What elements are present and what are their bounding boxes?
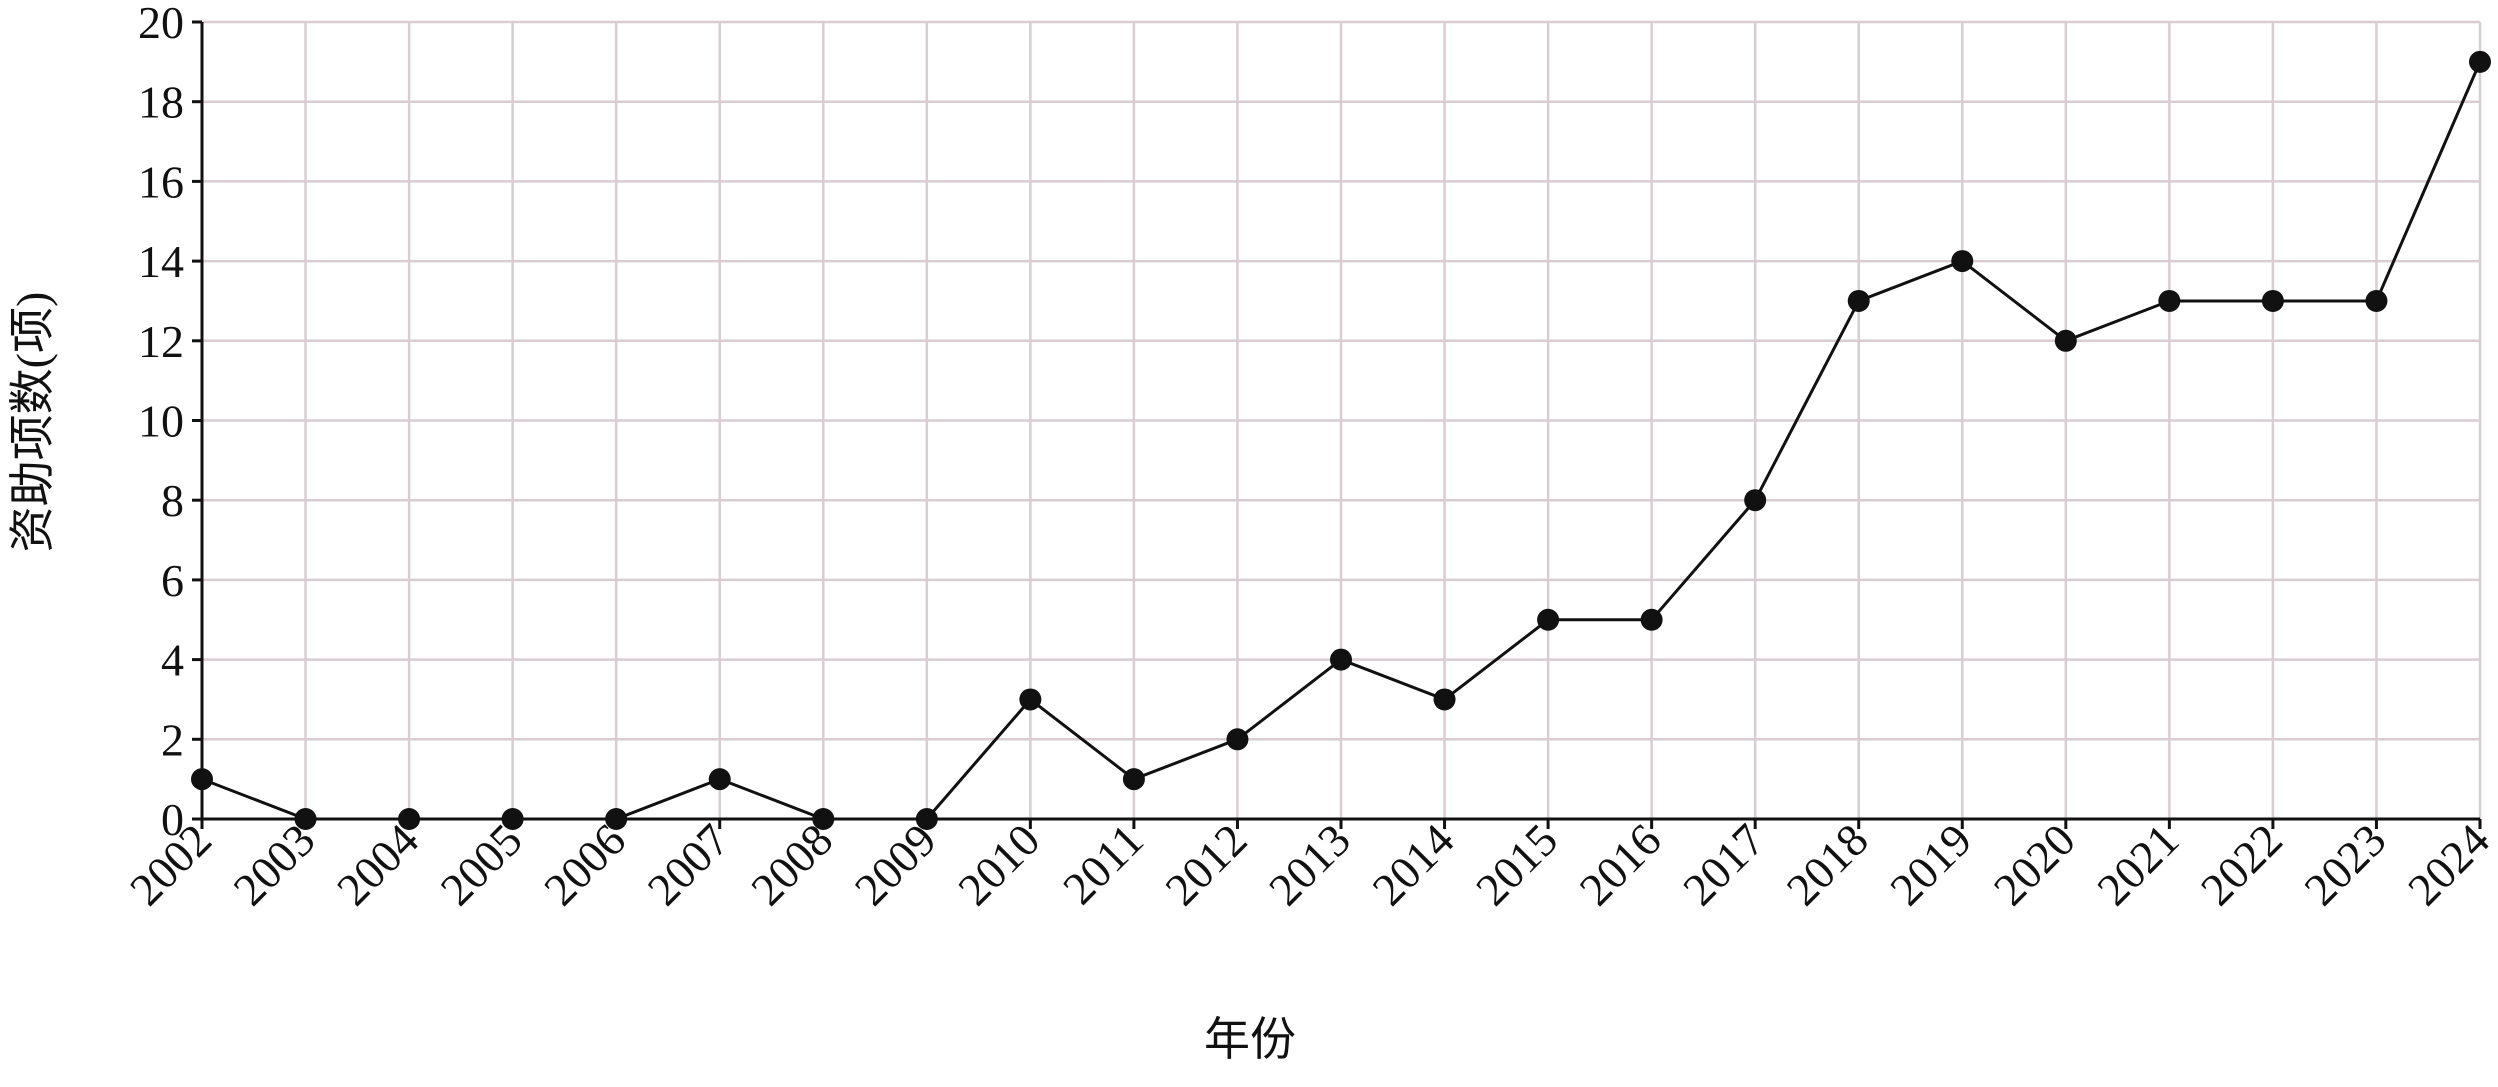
- x-tick-label: 2010: [948, 814, 1049, 915]
- data-point: [708, 768, 731, 791]
- x-tick-label: 2012: [1155, 814, 1256, 915]
- x-tick-label: 2002: [120, 814, 221, 915]
- data-point: [2158, 289, 2181, 312]
- x-tick-label: 2018: [1777, 814, 1878, 915]
- data-point: [2469, 50, 2491, 73]
- data-point: [501, 808, 524, 830]
- y-tick-label: 4: [161, 635, 184, 686]
- x-tick-label: 2015: [1466, 814, 1567, 915]
- x-tick-label: 2011: [1053, 814, 1153, 914]
- data-point: [1537, 608, 1560, 631]
- y-tick-label: 2: [161, 714, 184, 765]
- y-tick-label: 0: [161, 794, 184, 845]
- y-tick-label: 6: [161, 555, 184, 606]
- data-point: [1122, 768, 1145, 791]
- x-tick-label: 2007: [638, 814, 739, 915]
- data-point: [812, 808, 835, 830]
- data-point: [1847, 289, 1870, 312]
- data-point: [294, 808, 317, 830]
- data-point: [2054, 329, 2077, 352]
- x-tick-label: 2021: [2087, 814, 2188, 915]
- x-tick-label: 2024: [2398, 814, 2498, 915]
- x-tick-label: 2023: [2294, 814, 2395, 915]
- data-point: [915, 808, 938, 830]
- data-point: [1330, 648, 1352, 671]
- x-tick-label: 2019: [1880, 814, 1981, 915]
- data-point: [1951, 250, 1974, 273]
- y-tick-label: 20: [138, 0, 184, 48]
- data-point: [2365, 289, 2388, 312]
- y-axis-label: 资助项数(项): [7, 292, 58, 553]
- y-tick-label: 10: [138, 396, 184, 447]
- x-axis-label: 年份: [1204, 1014, 1296, 1065]
- x-tick-label: 2022: [2191, 814, 2292, 915]
- x-tick-label: 2013: [1259, 814, 1360, 915]
- data-point: [2261, 289, 2284, 312]
- data-point: [191, 768, 213, 791]
- y-tick-label: 14: [138, 236, 184, 287]
- x-tick-label: 2014: [1363, 814, 1464, 915]
- x-tick-label: 2020: [1984, 814, 2085, 915]
- x-tick-label: 2017: [1673, 814, 1774, 915]
- data-point: [605, 808, 628, 830]
- y-tick-label: 16: [138, 156, 184, 207]
- data-point: [1433, 688, 1456, 711]
- data-point: [1226, 728, 1249, 751]
- data-point: [1019, 688, 1042, 711]
- y-tick-label: 18: [138, 77, 184, 128]
- data-point: [1640, 608, 1663, 631]
- y-tick-label: 8: [161, 475, 184, 526]
- y-tick-label: 12: [138, 316, 184, 367]
- data-point: [1744, 489, 1767, 512]
- x-tick-label: 2016: [1570, 814, 1671, 915]
- data-point: [398, 808, 421, 830]
